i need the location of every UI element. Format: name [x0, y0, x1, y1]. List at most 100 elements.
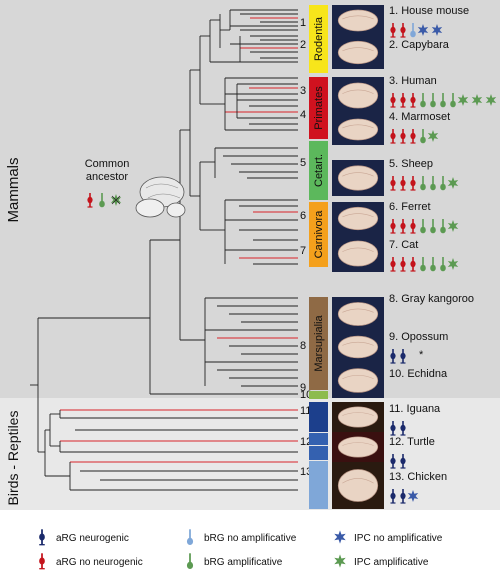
cell-symbol-bRG-amp [420, 257, 426, 272]
species-label: 13. Chicken [389, 471, 447, 483]
brain-photo [337, 469, 379, 502]
cell-symbol-aRG-neuro [400, 349, 406, 364]
legend-label: IPC no amplificative [354, 533, 443, 544]
cell-symbol-aRG-no-neuro [39, 553, 45, 570]
cell-symbol-bRG-amp [440, 93, 446, 108]
cell-symbol-IPC-amp [447, 258, 459, 270]
cell-symbol-IPC-no-amp [407, 490, 419, 502]
brain-photo [337, 165, 379, 191]
cell-symbol-aRG-neuro [390, 421, 396, 436]
reptile-bar [309, 461, 328, 509]
order-bar [309, 5, 328, 73]
reptile-bar [309, 433, 328, 445]
legend-label: aRG neurogenic [56, 533, 129, 544]
order-label: Rodentia [313, 16, 325, 61]
legend-label: bRG amplificative [204, 557, 283, 568]
cell-symbol-bRG-amp [440, 257, 446, 272]
brain-photo [337, 302, 379, 326]
mammals-background [0, 0, 500, 398]
legend-label: bRG no amplificative [204, 533, 297, 544]
species-label: 5. Sheep [389, 158, 433, 170]
cell-symbol-aRG-no-neuro [410, 93, 416, 108]
order-bar [309, 141, 328, 200]
cell-symbol-bRG-amp [420, 93, 426, 108]
order-label: Marsupialia [313, 314, 325, 371]
cell-symbol-IPC-no-amp [431, 24, 443, 36]
brain-photo [337, 240, 379, 267]
tip-number: 7 [300, 245, 306, 257]
cell-symbol-aRG-neuro [390, 489, 396, 504]
cell-symbol-aRG-no-neuro [410, 176, 416, 191]
species-label: 1. House mouse [389, 5, 469, 17]
brain-photo [337, 368, 379, 393]
species-label: 9. Opossum [389, 331, 448, 343]
order-bar [309, 202, 328, 267]
species-label: 4. Marmoset [389, 111, 450, 123]
cell-symbol-aRG-neuro [400, 489, 406, 504]
legend-label: IPC amplificative [354, 557, 429, 568]
cell-symbol-aRG-no-neuro [400, 176, 406, 191]
tip-number: 9 [300, 382, 306, 394]
species-panel: 1. House mouse 2. Capybara 3. Human 4. Marm… [389, 5, 497, 504]
cell-symbol-IPC-amp [447, 177, 459, 189]
brain-photo [337, 118, 379, 141]
cell-symbol-aRG-no-neuro [390, 23, 396, 38]
cell-symbol-aRG-no-neuro [410, 257, 416, 272]
ancestor-label-line2: ancestor [86, 171, 129, 183]
cell-symbol-bRG-amp [430, 219, 436, 234]
species-label: 10. Echidna [389, 368, 448, 380]
tip-number: 2 [300, 39, 306, 51]
cell-symbol-bRG-amp [430, 257, 436, 272]
birds-reptiles-background [0, 398, 500, 510]
order-bars: Rodentia Primates Cetart. Carnivora Marsupia… [309, 5, 328, 399]
cell-symbol-aRG-neuro [400, 454, 406, 469]
cell-symbol-aRG-no-neuro [410, 129, 416, 144]
species-label: 11. Iguana [389, 403, 441, 415]
tip-number: 5 [300, 157, 306, 169]
reptile-bar [309, 402, 328, 432]
ancestor-brain-image [135, 176, 186, 218]
cell-symbol-aRG-no-neuro [390, 219, 396, 234]
legend-background [0, 510, 500, 572]
cell-symbol-aRG-no-neuro [400, 257, 406, 272]
cell-symbol-bRG-amp [430, 93, 436, 108]
cell-symbol-bRG-amp [99, 193, 105, 208]
brain-photo [337, 335, 379, 359]
cell-symbol-aRG-no-neuro [400, 219, 406, 234]
cell-symbol-aRG-no-neuro [390, 257, 396, 272]
brain-photo [337, 40, 379, 65]
cell-symbol-IPC-amp [334, 554, 346, 568]
cell-symbol-IPC-no-amp [334, 530, 346, 544]
cell-symbol-aRG-neuro [390, 349, 396, 364]
reptile-bar [309, 446, 328, 460]
legend-label: aRG no neurogenic [56, 557, 143, 568]
common-ancestor: Common ancestor [85, 158, 186, 218]
cell-symbol-aRG-no-neuro [87, 193, 93, 208]
brain-photos [332, 5, 384, 509]
order-label: Carnivora [313, 210, 325, 259]
brain-photo [337, 436, 379, 458]
tip-number: 11 [300, 405, 311, 417]
cell-symbol-aRG-no-neuro [400, 23, 406, 38]
tip-number: 3 [300, 85, 306, 97]
order-label: Cetart. [313, 154, 325, 187]
cell-symbol-bRG-amp [420, 176, 426, 191]
cell-symbol-bRG-no-amp [410, 23, 416, 38]
cell-symbol-bRG-amp [450, 93, 456, 108]
phylogenetic-tree [30, 9, 298, 491]
brain-photo [337, 406, 379, 428]
cell-symbol-aRG-no-neuro [390, 176, 396, 191]
cell-symbol-bRG-amp [420, 219, 426, 234]
tip-number: 6 [300, 210, 306, 222]
cell-symbol-bRG-amp [440, 219, 446, 234]
cell-symbol-aRG-neuro [390, 454, 396, 469]
cell-symbol-IPC-amp [447, 220, 459, 232]
cell-symbol-IPC-amp [471, 94, 483, 106]
cell-symbol-IPC-amp [485, 94, 497, 106]
cell-symbol-aRG-neuro [400, 421, 406, 436]
cell-symbol-bRG-amp [430, 176, 436, 191]
tip-number: 8 [300, 340, 306, 352]
species-label: 12. Turtle [389, 436, 435, 448]
cell-symbol-IPC-amp [457, 94, 469, 106]
cell-symbol-aRG-no-neuro [400, 129, 406, 144]
